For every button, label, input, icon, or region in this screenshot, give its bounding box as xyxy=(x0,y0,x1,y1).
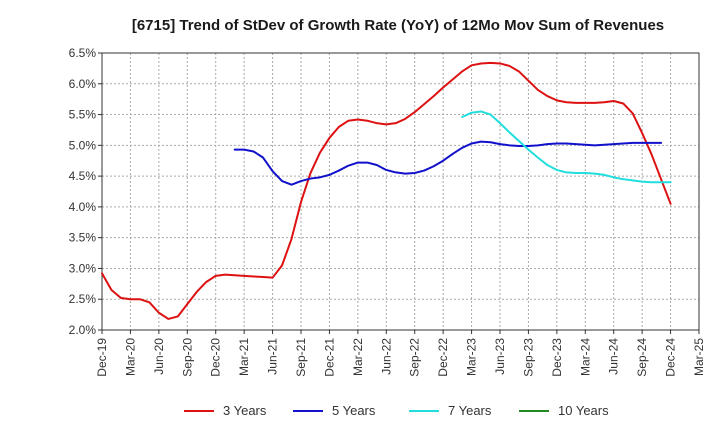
x-tick-label: Dec-21 xyxy=(322,338,336,377)
x-tick-label: Sep-23 xyxy=(521,338,535,377)
x-tick-label: Jun-23 xyxy=(493,338,507,375)
y-tick-label: 2.0% xyxy=(69,323,97,337)
x-tick-label: Mar-23 xyxy=(465,338,479,376)
x-tick-label: Jun-21 xyxy=(266,338,280,375)
series-line-7-years xyxy=(461,110,672,184)
x-tick-label: Sep-24 xyxy=(635,338,649,377)
x-tick-label: Dec-22 xyxy=(436,338,450,377)
x-tick-label: Sep-20 xyxy=(180,338,194,377)
legend-label-3-years: 3 Years xyxy=(223,403,267,418)
series-lines xyxy=(101,61,672,320)
x-tick-label: Dec-19 xyxy=(95,338,109,377)
x-tick-label: Sep-22 xyxy=(408,338,422,377)
x-tick-label: Sep-21 xyxy=(294,338,308,377)
y-tick-label: 5.5% xyxy=(69,108,97,122)
x-tick-label: Dec-23 xyxy=(550,338,564,377)
y-tick-label: 6.0% xyxy=(69,77,97,91)
y-axis-ticks: 2.0% 2.5% 3.0% 3.5% 4.0% 4.5% 5.0% 5.5% 6.0% 6.5% xyxy=(69,46,102,337)
y-tick-label: 5.0% xyxy=(69,138,97,152)
series-line-3-years xyxy=(101,61,672,320)
x-tick-label: Dec-20 xyxy=(209,338,223,377)
plot-area xyxy=(102,53,699,330)
y-tick-label: 4.0% xyxy=(69,200,97,214)
x-tick-label: Mar-20 xyxy=(123,338,137,376)
plot-border xyxy=(101,52,700,331)
y-tick-label: 3.5% xyxy=(69,231,97,245)
y-tick-label: 4.5% xyxy=(69,169,97,183)
y-tick-label: 3.0% xyxy=(69,261,97,275)
x-axis-ticks: Dec-19 Mar-20 Jun-20 Sep-20 Dec-20 Mar-21 Jun-… xyxy=(95,330,706,377)
y-tick-label: 6.5% xyxy=(69,46,97,60)
x-tick-label: Mar-24 xyxy=(578,338,592,376)
x-tick-label: Mar-21 xyxy=(237,338,251,376)
series-line-5-years xyxy=(233,140,663,186)
x-tick-label: Dec-24 xyxy=(664,338,678,377)
x-tick-label: Mar-25 xyxy=(692,338,706,376)
legend-label-10-years: 10 Years xyxy=(558,403,609,418)
chart-title: [6715] Trend of StDev of Growth Rate (Yo… xyxy=(132,17,664,34)
x-tick-label: Jun-20 xyxy=(152,338,166,375)
x-tick-label: Mar-22 xyxy=(351,338,365,376)
legend-label-5-years: 5 Years xyxy=(332,403,376,418)
x-tick-label: Jun-22 xyxy=(379,338,393,375)
x-tick-label: Jun-24 xyxy=(607,338,621,375)
legend-label-7-years: 7 Years xyxy=(448,403,492,418)
legend: 3 Years 5 Years 7 Years 10 Years xyxy=(184,403,609,418)
y-tick-label: 2.5% xyxy=(69,292,97,306)
